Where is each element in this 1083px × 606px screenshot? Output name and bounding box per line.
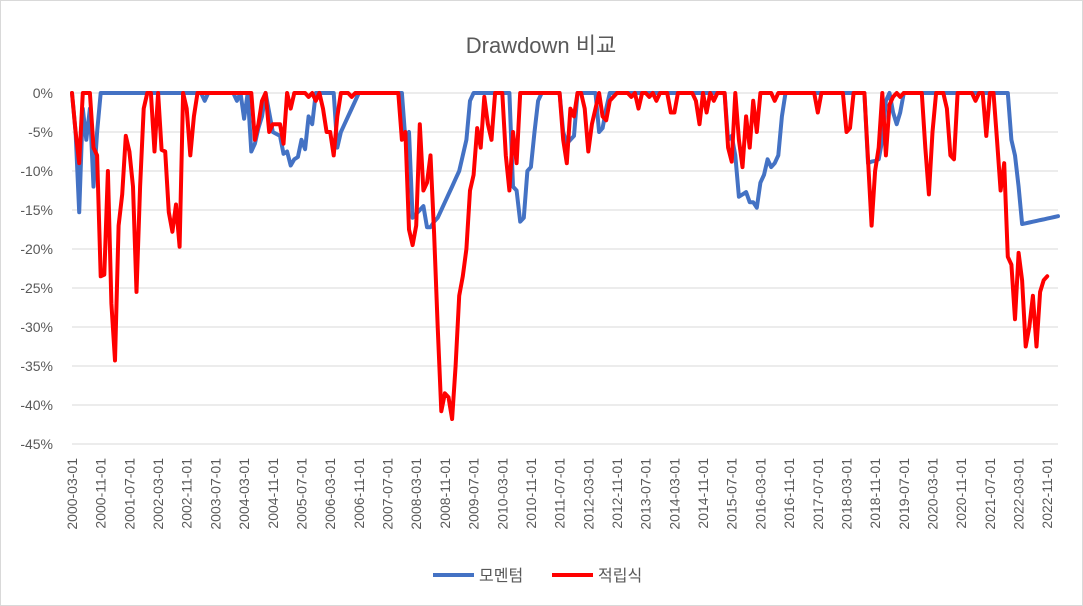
x-tick-label: 2020-03-01: [925, 458, 941, 530]
series-lines: [70, 91, 1060, 421]
x-tick-label: 2011-07-01: [552, 458, 568, 529]
x-tick-label: 2002-11-01: [179, 458, 195, 529]
y-tick-label: -40%: [20, 397, 53, 413]
x-tick-label: 2009-07-01: [466, 458, 482, 530]
x-tick-label: 2016-11-01: [781, 458, 797, 529]
x-tick-label: 2008-03-01: [408, 458, 424, 530]
x-tick-label: 2007-07-01: [380, 458, 396, 530]
legend: 모멘텀 적립식: [433, 567, 642, 585]
x-tick-label: 2005-07-01: [293, 458, 309, 530]
y-tick-label: -5%: [28, 124, 53, 140]
x-tick-label: 2016-03-01: [752, 458, 768, 530]
series-line-2: [70, 91, 1050, 421]
x-tick-label: 2014-11-01: [695, 458, 711, 529]
x-tick-label: 2003-07-01: [207, 458, 223, 530]
y-axis-tick-labels: 0% -5% -10% -15% -20% -25% -30% -35% -40% -45%: [20, 85, 53, 452]
y-tick-label: -10%: [20, 163, 53, 179]
x-axis-tick-labels: 2000-03-01 2000-11-01 2001-07-01 2002-03-01…: [64, 458, 1055, 530]
legend-label-1: 모멘텀: [479, 567, 523, 585]
legend-label-2: 적립식: [598, 567, 642, 585]
x-tick-label: 2021-07-01: [982, 458, 998, 530]
x-tick-label: 2018-11-01: [867, 458, 883, 529]
x-tick-label: 2004-03-01: [236, 458, 252, 530]
x-tick-label: 2013-07-01: [638, 458, 654, 530]
y-tick-label: -45%: [20, 436, 53, 452]
x-tick-label: 2017-07-01: [810, 458, 826, 530]
y-tick-label: -35%: [20, 358, 53, 374]
x-tick-label: 2006-11-01: [351, 458, 367, 529]
x-tick-label: 2012-03-01: [580, 458, 596, 530]
x-tick-label: 2018-03-01: [838, 458, 854, 530]
y-tick-label: -30%: [20, 319, 53, 335]
x-tick-label: 2015-07-01: [724, 458, 740, 530]
x-tick-label: 2022-11-01: [1039, 458, 1055, 529]
y-tick-label: -25%: [20, 280, 53, 296]
x-tick-label: 2000-11-01: [93, 458, 109, 529]
x-tick-label: 2004-11-01: [265, 458, 281, 529]
x-tick-label: 2008-11-01: [437, 458, 453, 529]
chart-title: Drawdown 비교: [466, 33, 617, 58]
x-tick-label: 2010-11-01: [523, 458, 539, 529]
x-tick-label: 2000-03-01: [64, 458, 80, 530]
x-tick-label: 2020-11-01: [953, 458, 969, 529]
y-tick-label: 0%: [33, 85, 53, 101]
x-tick-label: 2001-07-01: [121, 458, 137, 530]
y-tick-label: -15%: [20, 202, 53, 218]
x-tick-label: 2014-03-01: [666, 458, 682, 530]
x-tick-label: 2019-07-01: [896, 458, 912, 530]
x-tick-label: 2006-03-01: [322, 458, 338, 530]
x-tick-label: 2012-11-01: [609, 458, 625, 529]
x-tick-label: 2010-03-01: [494, 458, 510, 530]
x-tick-label: 2022-03-01: [1011, 458, 1027, 530]
x-tick-label: 2002-03-01: [150, 458, 166, 530]
y-tick-label: -20%: [20, 241, 53, 257]
